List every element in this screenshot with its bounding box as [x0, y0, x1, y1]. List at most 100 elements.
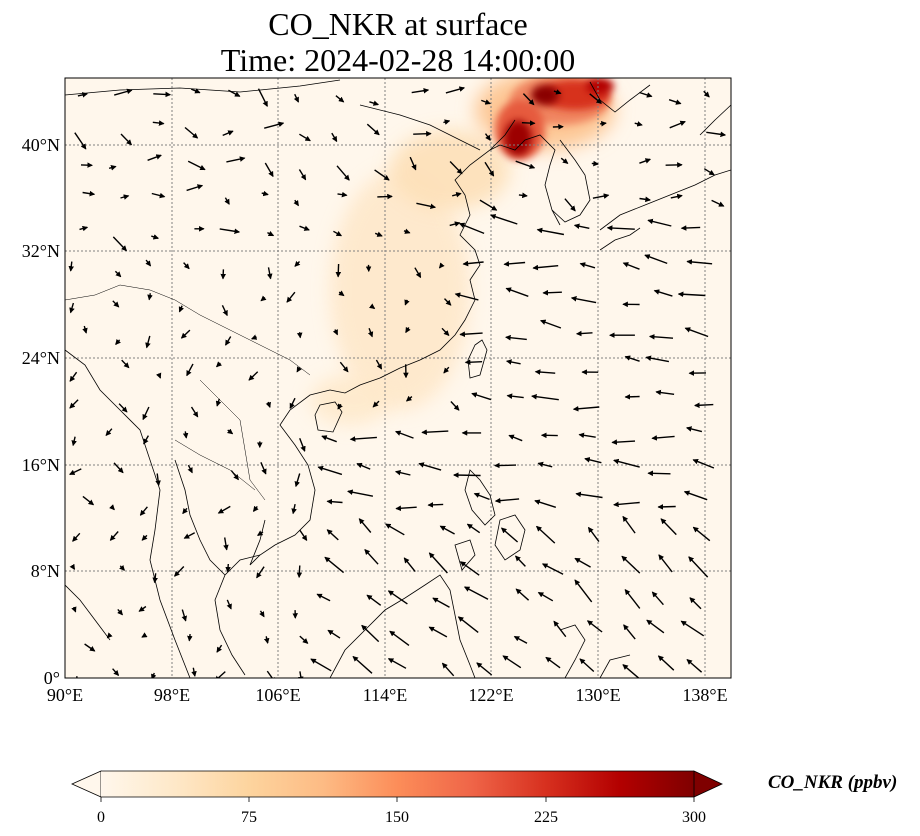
wind-vector [692, 458, 715, 469]
wind-vector [115, 338, 121, 346]
wind-vector [266, 670, 276, 678]
wind-vector [680, 225, 701, 231]
wind-vector [293, 93, 300, 103]
wind-vector [364, 548, 379, 565]
wind-vector [141, 534, 148, 541]
wind-vector [564, 198, 576, 212]
wind-vector [138, 605, 147, 612]
wind-vector [575, 330, 593, 337]
wind-vector [79, 225, 89, 232]
wind-vector [657, 655, 675, 671]
wind-vector [69, 399, 79, 409]
wind-vector [265, 401, 271, 408]
wind-vector [367, 328, 374, 338]
wind-vector [441, 327, 450, 337]
wind-vector [317, 465, 343, 476]
wind-vector [289, 397, 296, 409]
wind-vector [669, 120, 686, 129]
wind-vector [299, 529, 308, 541]
wind-vector [143, 435, 150, 445]
wind-vector [634, 121, 643, 127]
wind-vector [476, 662, 493, 676]
wind-vector [463, 586, 489, 600]
wind-vector [553, 620, 567, 638]
wind-vector [227, 428, 234, 435]
wind-vector [298, 169, 307, 181]
wind-vector [443, 119, 451, 125]
wind-vector [494, 497, 520, 504]
wind-vector [454, 292, 479, 301]
wind-vector [180, 329, 191, 339]
wind-vector [441, 662, 455, 677]
wind-vector [310, 658, 332, 672]
wind-vector [522, 93, 535, 106]
wind-vector [72, 532, 81, 542]
wind-vector [644, 254, 668, 265]
wind-vector [324, 556, 345, 574]
wind-vector [670, 193, 683, 200]
wind-vector [151, 234, 160, 240]
wind-vector [688, 556, 709, 578]
colorbar: 0 75 150 225 300 [71, 770, 723, 826]
wind-vector [677, 291, 706, 298]
wind-vector [421, 429, 449, 435]
wind-vector [647, 470, 671, 477]
wind-vector [645, 355, 670, 363]
wind-vector [613, 458, 640, 468]
wind-vector [141, 632, 148, 638]
wind-vector [224, 336, 232, 346]
wind-vector [216, 644, 223, 653]
wind-vector [541, 563, 564, 575]
wind-vector [686, 259, 713, 265]
wind-vector [112, 300, 120, 308]
wind-vector [266, 267, 273, 280]
lon-label: 114°E [363, 685, 408, 705]
wind-vector [109, 504, 115, 511]
wind-vector [331, 132, 338, 143]
wind-vector [230, 470, 239, 481]
wind-vector [452, 192, 462, 198]
wind-vector [321, 435, 337, 443]
wind-vector [108, 165, 117, 171]
wind-vector [191, 667, 197, 677]
wind-vector [542, 289, 562, 296]
lon-label: 98°E [154, 685, 190, 705]
wind-vector [570, 296, 597, 304]
wind-vector [684, 327, 709, 338]
wind-vector [181, 609, 187, 622]
wind-vector [405, 326, 411, 334]
lon-label: 138°E [682, 685, 727, 705]
wind-vector [223, 537, 229, 551]
wind-vector [560, 157, 569, 164]
wind-vector [416, 202, 437, 210]
wind-vector [119, 564, 125, 571]
wind-vector [694, 402, 714, 409]
wind-vector [361, 624, 380, 643]
wind-vector [369, 100, 380, 106]
wind-vector [219, 228, 241, 235]
coastlines [65, 79, 731, 678]
wind-vector [703, 90, 710, 98]
map-frame [64, 77, 732, 679]
wind-vector [109, 531, 119, 541]
wind-vector [224, 197, 230, 205]
wind-vector [658, 554, 673, 573]
wind-vector [375, 359, 383, 370]
wind-vector [545, 656, 561, 669]
wind-vector [183, 262, 190, 270]
wind-vector [294, 260, 301, 267]
wind-vector [187, 464, 193, 474]
colorbar-gradient [101, 771, 694, 797]
wind-vector [214, 671, 226, 678]
wind-vector [339, 361, 349, 373]
wind-vector [114, 270, 122, 278]
wind-vector [221, 304, 228, 317]
graticule [65, 78, 731, 678]
wind-vector [69, 563, 76, 571]
wind-vector [689, 597, 702, 610]
wind-vector [142, 406, 150, 421]
wind-vector [553, 89, 562, 95]
wind-vector [502, 655, 522, 669]
colorbar-tick-label: 225 [534, 809, 558, 826]
wind-vector [505, 334, 527, 341]
